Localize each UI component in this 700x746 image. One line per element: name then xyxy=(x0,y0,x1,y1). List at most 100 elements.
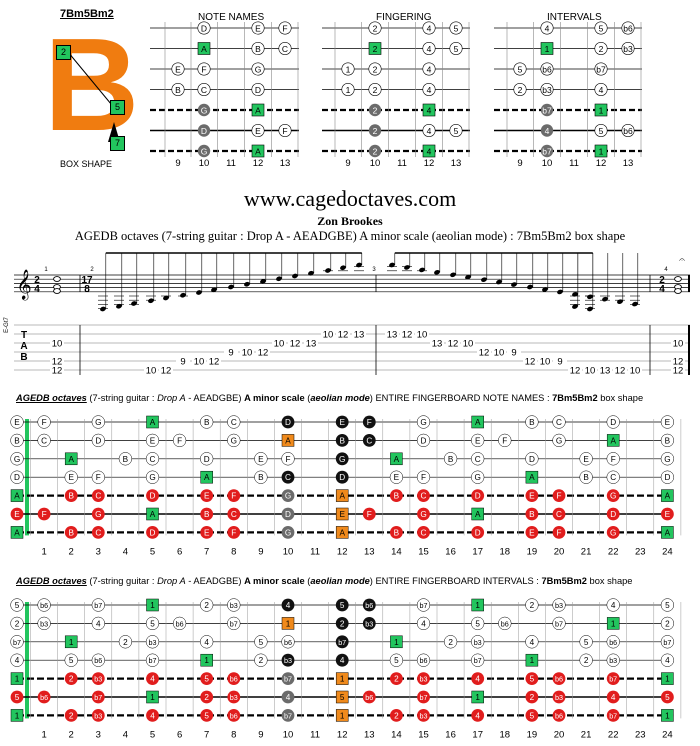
fb-note-label: 5 xyxy=(69,656,74,665)
fb-note-label: b3 xyxy=(609,656,617,665)
fb-note-label: 5 xyxy=(204,675,209,684)
fb-note-label: b6 xyxy=(501,619,509,628)
note-head xyxy=(356,262,362,268)
fb-note-marker xyxy=(362,415,376,429)
diagram-note-label: 4 xyxy=(427,85,432,95)
fb-notes-title-octaves: AGEDB octaves xyxy=(16,393,87,403)
fb-int-title-tail: ) ENTIRE FINGERBOARD INTERVALS : xyxy=(369,576,542,586)
tab-digit-bg xyxy=(159,366,173,374)
fb-note-marker xyxy=(525,507,539,521)
fb-note-label: A xyxy=(339,492,345,501)
fb-note-marker xyxy=(10,653,24,667)
fb-fret-number: 23 xyxy=(635,546,646,557)
fb-note-marker xyxy=(172,433,187,448)
fb-note-label: G xyxy=(95,510,101,519)
fb-note-label: 1 xyxy=(530,656,535,665)
fb-fret-number: 20 xyxy=(554,546,565,557)
fb-root-marker xyxy=(525,470,539,484)
fb-note-marker xyxy=(335,653,349,667)
fb-fret-number: 21 xyxy=(581,729,592,740)
fb-note-marker xyxy=(606,709,620,722)
fb-note-label: 1 xyxy=(150,601,155,610)
fb-root-marker xyxy=(200,470,213,484)
fb-root-marker xyxy=(335,526,349,539)
tab-digit-bg xyxy=(385,330,399,338)
fb-note-label: G xyxy=(149,473,155,482)
diagram-note-label: 5 xyxy=(599,23,604,33)
fb-note-marker xyxy=(91,526,105,539)
tab-digit: 12 xyxy=(673,366,684,376)
fb-fret-number: 22 xyxy=(608,729,619,740)
fb-note-label: b3 xyxy=(420,711,428,720)
fb-note-label: b6 xyxy=(94,656,102,665)
fb-note-marker xyxy=(146,709,159,722)
diagram-root-marker xyxy=(594,103,608,117)
diagram-note-marker xyxy=(540,21,554,35)
fb-fret-number: 5 xyxy=(150,546,155,557)
diagram-note-label: G xyxy=(255,64,262,74)
diagram-grey-marker xyxy=(368,124,382,137)
fb-notes-title-mode: aeolian mode xyxy=(310,393,370,403)
diagram-note-marker xyxy=(449,21,463,35)
diagram-note-label: 1 xyxy=(346,85,351,95)
fb-root-marker xyxy=(335,507,349,521)
fb-fret-number: 15 xyxy=(418,729,429,740)
fb-note-marker xyxy=(606,653,620,667)
note-head xyxy=(292,273,298,279)
tab-digit-bg xyxy=(583,366,597,374)
tab-digit: 9 xyxy=(180,357,185,368)
diagram-root-label: A xyxy=(201,44,207,54)
tab-digit-bg xyxy=(176,357,190,365)
fb-note-marker xyxy=(525,635,539,649)
fb-note-label: D xyxy=(150,528,156,537)
fb-note-label: B xyxy=(204,418,210,427)
diagram-note-names: D E FA B CE F GB C DG AD E FG A9 10 11 12 13 xyxy=(150,21,299,169)
fb-note-label: E xyxy=(14,510,20,519)
tab-digit: 10 xyxy=(194,357,205,368)
diagram-grey-marker xyxy=(540,103,554,117)
tab-digit-bg xyxy=(272,339,286,347)
fb-note-marker xyxy=(525,709,539,722)
fb-note-marker xyxy=(37,507,51,521)
chord-note-head xyxy=(674,276,682,282)
fb-notes-title-drop: Drop A xyxy=(157,393,186,403)
fb-note-marker xyxy=(417,507,430,521)
tab-digit: 13 xyxy=(432,339,443,350)
fb-root-marker xyxy=(335,690,349,704)
fb-note-marker xyxy=(91,653,105,667)
fb-note-marker xyxy=(145,470,160,484)
fb-note-label: B xyxy=(258,473,264,482)
diagram-note-label: b6 xyxy=(623,23,633,33)
diagram-note-marker xyxy=(197,21,211,35)
fb-note-marker xyxy=(525,598,539,612)
tab-digit-bg xyxy=(628,366,642,374)
fb-note-label: b6 xyxy=(420,656,428,665)
diagram-note-marker xyxy=(422,21,436,35)
diagram-note-marker xyxy=(594,41,608,55)
fb-fret-number: 5 xyxy=(150,729,155,740)
fb-note-label: b7 xyxy=(555,619,563,628)
diagram-note-label: E xyxy=(255,23,261,33)
fb-note-marker xyxy=(37,616,51,631)
tab-digit: 9 xyxy=(511,348,516,359)
fb-note-label: b3 xyxy=(474,638,482,647)
fb-int-title-scale: A minor scale xyxy=(244,576,305,586)
diagram-note-marker xyxy=(251,62,265,76)
tab-digit: 10 xyxy=(52,339,63,350)
diagram-note-marker xyxy=(513,83,527,97)
fb-note-label: b6 xyxy=(365,693,373,702)
diagram-note-label: b6 xyxy=(542,64,552,74)
diagram-note-marker xyxy=(540,62,554,76)
fb-note-marker xyxy=(660,616,675,631)
diagram-root-marker xyxy=(594,144,608,158)
fb-fret-number: 4 xyxy=(123,729,128,740)
fb-note-label: b6 xyxy=(176,619,184,628)
fb-note-label: E xyxy=(14,418,20,427)
site-title: www.cagedoctaves.com xyxy=(243,186,457,211)
diagram-note-marker xyxy=(540,83,554,97)
fb-note-marker xyxy=(200,598,214,612)
diagram-grey-label: 2 xyxy=(373,105,378,115)
fb-note-label: 4 xyxy=(421,619,426,628)
fb-note-label: 2 xyxy=(394,711,399,720)
fb-note-label: F xyxy=(611,455,616,464)
